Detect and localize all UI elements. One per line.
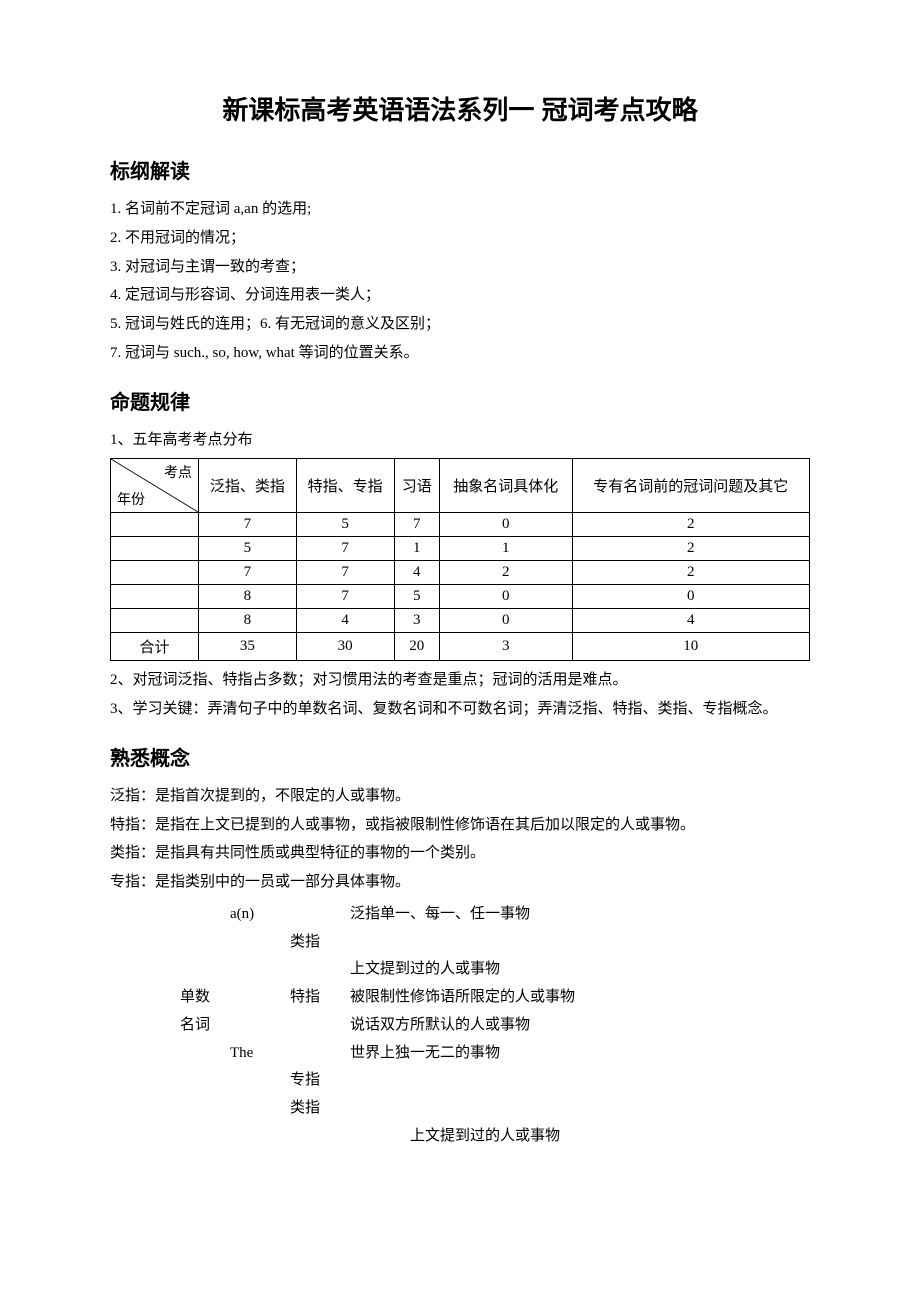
section3-heading: 熟悉概念	[110, 742, 810, 771]
cell	[111, 513, 199, 537]
cell	[111, 609, 199, 633]
cell: 5	[296, 513, 394, 537]
cell: 2	[572, 561, 809, 585]
section2-heading: 命题规律	[110, 386, 810, 415]
col-header: 专有名词前的冠词问题及其它	[572, 459, 809, 513]
tree-item: 专指	[290, 1067, 350, 1095]
table-row: 5 7 1 1 2	[111, 537, 810, 561]
definition: 特指：是指在上文已提到的人或事物，或指被限制性修饰语在其后加以限定的人或事物。	[110, 812, 810, 840]
tree-item: 说话双方所默认的人或事物	[350, 1012, 810, 1040]
definition: 专指：是指类别中的一员或一部分具体事物。	[110, 869, 810, 897]
tree-item: 上文提到过的人或事物	[350, 956, 810, 984]
section2-note: 3、学习关键：弄清句子中的单数名词、复数名词和不可数名词；弄清泛指、特指、类指、…	[110, 696, 810, 724]
cell: 30	[296, 633, 394, 661]
definition: 泛指：是指首次提到的，不限定的人或事物。	[110, 783, 810, 811]
section1-heading: 标纲解读	[110, 155, 810, 184]
cell: 7	[296, 561, 394, 585]
cell	[111, 537, 199, 561]
col-header: 习语	[394, 459, 439, 513]
cell: 5	[199, 537, 297, 561]
cell: 4	[394, 561, 439, 585]
col-header: 泛指、类指	[199, 459, 297, 513]
table-row-total: 合计 35 30 20 3 10	[111, 633, 810, 661]
section2-intro: 1、五年高考考点分布	[110, 427, 810, 455]
table-row: 7 5 7 0 2	[111, 513, 810, 537]
left-label: 单数	[110, 984, 230, 1012]
cell: 3	[439, 633, 572, 661]
the-label: The	[230, 1040, 290, 1068]
cell: 1	[394, 537, 439, 561]
page-title: 新课标高考英语语法系列一 冠词考点攻略	[110, 90, 810, 127]
cell: 4	[572, 609, 809, 633]
cell: 10	[572, 633, 809, 661]
tree-item: 类指	[290, 1095, 350, 1123]
cell: 7	[296, 537, 394, 561]
distribution-table: 考点 年份 泛指、类指 特指、专指 习语 抽象名词具体化 专有名词前的冠词问题及…	[110, 458, 810, 661]
tree-item: 类指	[290, 929, 350, 957]
definition: 类指：是指具有共同性质或典型特征的事物的一个类别。	[110, 840, 810, 868]
cell: 8	[199, 585, 297, 609]
section2-note: 2、对冠词泛指、特指占多数；对习惯用法的考查是重点；冠词的活用是难点。	[110, 667, 810, 695]
cell: 20	[394, 633, 439, 661]
left-label: 名词	[110, 1012, 230, 1040]
tree-item: 世界上独一无二的事物	[350, 1040, 810, 1068]
an-label: a(n)	[230, 901, 290, 929]
cell: 合计	[111, 633, 199, 661]
cell	[111, 561, 199, 585]
te-label: 特指	[290, 984, 350, 1012]
cell: 2	[572, 513, 809, 537]
cell	[111, 585, 199, 609]
header-bottom: 年份	[117, 489, 145, 509]
list-item: 3. 对冠词与主谓一致的考查；	[110, 254, 810, 282]
cell: 2	[439, 561, 572, 585]
cell: 5	[394, 585, 439, 609]
tree-item: 被限制性修饰语所限定的人或事物	[350, 984, 810, 1012]
list-item: 1. 名词前不定冠词 a,an 的选用;	[110, 196, 810, 224]
table-row: 8 4 3 0 4	[111, 609, 810, 633]
section1-list: 1. 名词前不定冠词 a,an 的选用; 2. 不用冠词的情况； 3. 对冠词与…	[110, 196, 810, 368]
cell: 0	[439, 585, 572, 609]
cell: 8	[199, 609, 297, 633]
header-top: 考点	[164, 462, 192, 482]
cell: 2	[572, 537, 809, 561]
table-row: 8 7 5 0 0	[111, 585, 810, 609]
list-item: 4. 定冠词与形容词、分词连用表一类人；	[110, 282, 810, 310]
diagonal-header: 考点 年份	[111, 459, 199, 513]
cell: 7	[296, 585, 394, 609]
cell: 0	[439, 513, 572, 537]
tree-item: 泛指单一、每一、任一事物	[350, 901, 810, 929]
cell: 0	[439, 609, 572, 633]
table-header-row: 考点 年份 泛指、类指 特指、专指 习语 抽象名词具体化 专有名词前的冠词问题及…	[111, 459, 810, 513]
cell: 0	[572, 585, 809, 609]
cell: 4	[296, 609, 394, 633]
col-header: 抽象名词具体化	[439, 459, 572, 513]
col-header: 特指、专指	[296, 459, 394, 513]
list-item: 2. 不用冠词的情况；	[110, 225, 810, 253]
cell: 7	[394, 513, 439, 537]
list-item: 5. 冠词与姓氏的连用；6. 有无冠词的意义及区别；	[110, 311, 810, 339]
cell: 3	[394, 609, 439, 633]
cell: 1	[439, 537, 572, 561]
table-row: 7 7 4 2 2	[111, 561, 810, 585]
cell: 7	[199, 561, 297, 585]
cell: 35	[199, 633, 297, 661]
list-item: 7. 冠词与 such., so, how, what 等词的位置关系。	[110, 340, 810, 368]
concept-tree: a(n) 泛指单一、每一、任一事物 类指 上文提到过的人或事物 单数 特指 被限…	[110, 901, 810, 1151]
tree-item: 上文提到过的人或事物	[110, 1123, 560, 1151]
cell: 7	[199, 513, 297, 537]
